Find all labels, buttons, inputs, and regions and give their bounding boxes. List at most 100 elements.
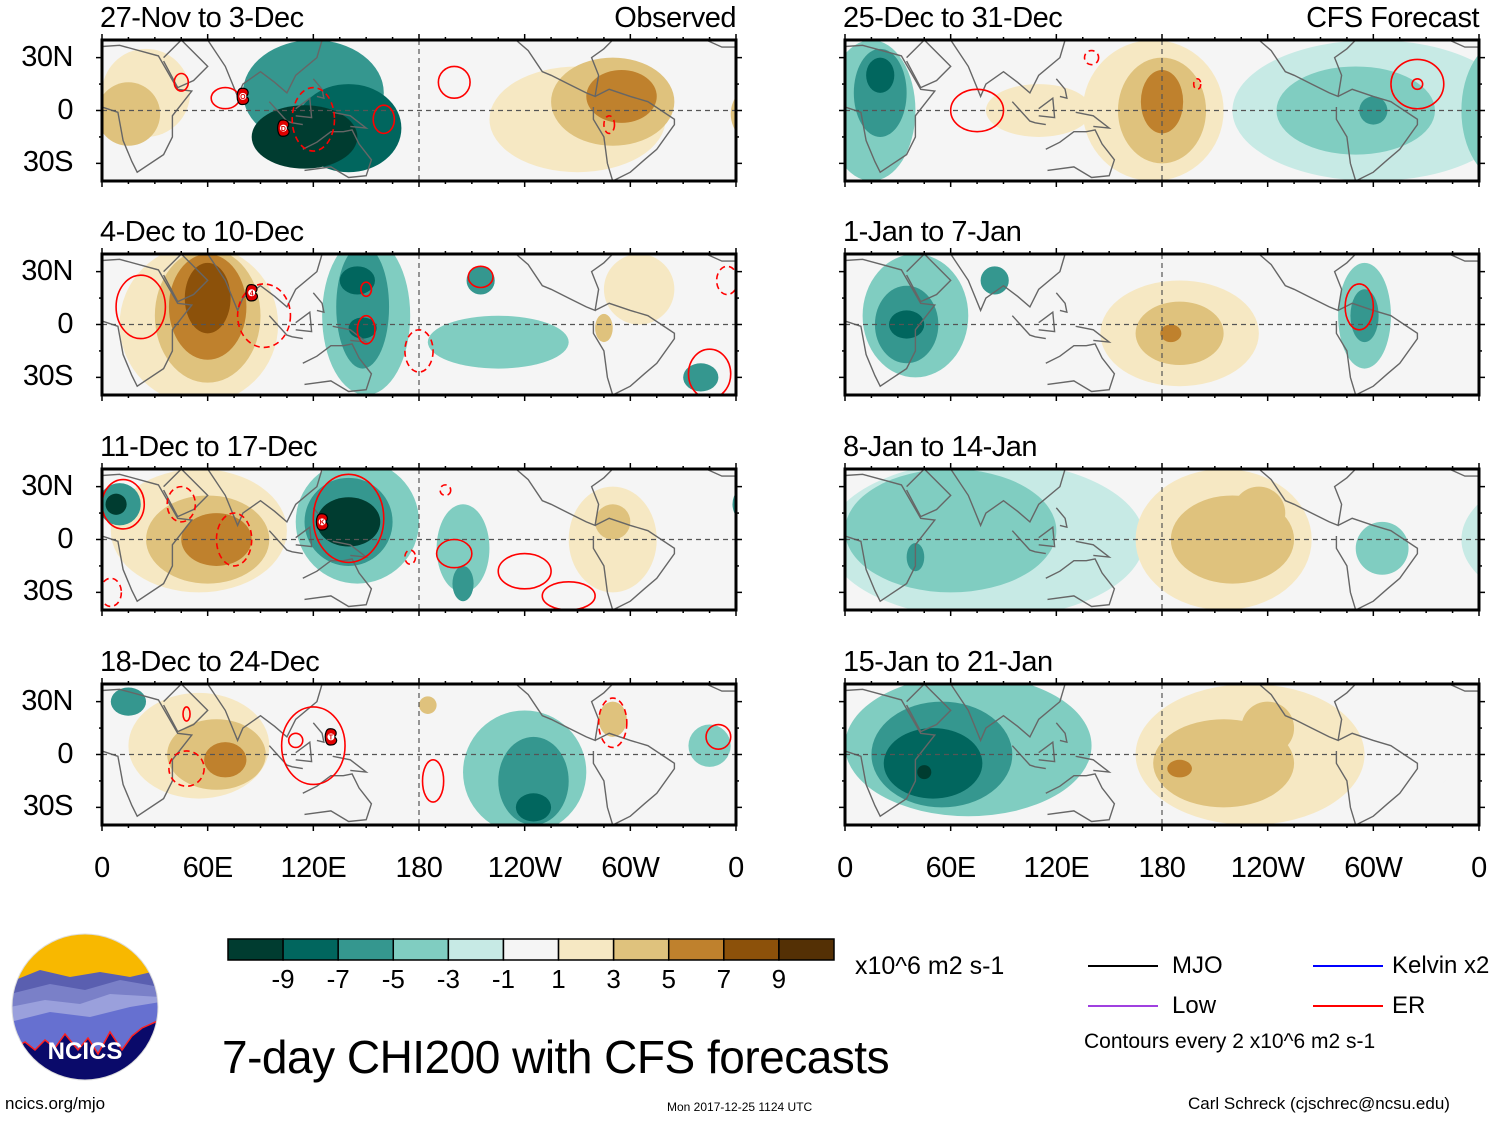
legend-label-kelvin: Kelvin x2	[1392, 952, 1490, 979]
coastline	[1055, 78, 1068, 100]
anomaly-region	[866, 57, 895, 93]
coastline	[905, 469, 952, 518]
panel-title: 8-Jan to 14-Jan	[843, 431, 1038, 463]
logo-text: NCICS	[48, 1038, 123, 1065]
er-contour	[1411, 77, 1424, 91]
tropical-cyclone-icon: D	[277, 119, 290, 137]
er-contour	[102, 577, 123, 608]
map-panel	[839, 248, 1485, 401]
coastline	[268, 101, 303, 126]
colorbar-swatch	[723, 938, 780, 961]
coastline	[705, 254, 736, 262]
anomaly-region	[1140, 69, 1184, 134]
er-contour	[312, 473, 385, 564]
er-contour	[1390, 58, 1445, 110]
coastline	[1045, 773, 1116, 823]
colorbar-swatch	[612, 938, 670, 961]
anomaly-region	[730, 96, 736, 132]
tropical-cyclone-icon: T	[324, 728, 338, 746]
anomaly-region	[452, 565, 474, 602]
er-contour	[102, 478, 146, 530]
coastline	[515, 254, 614, 312]
er-contour	[705, 723, 732, 751]
anomaly-region	[515, 793, 552, 822]
forecast-tag: CFS Forecast	[1306, 2, 1479, 34]
legend-label-er: ER	[1392, 992, 1426, 1019]
anomaly-region	[336, 254, 390, 369]
coastline	[1448, 254, 1479, 262]
er-contour	[541, 581, 596, 610]
lon-tick-label: 0	[1471, 852, 1487, 884]
coastline	[1011, 745, 1046, 770]
er-contour	[603, 114, 616, 135]
er-contour	[215, 512, 253, 567]
map-panel: 4	[96, 248, 742, 401]
panel-title: 18-Dec to 24-Dec	[100, 646, 320, 678]
coastline	[1335, 732, 1419, 825]
colorbar-swatch	[447, 938, 505, 961]
er-contour	[497, 552, 552, 590]
er-contour	[182, 706, 191, 722]
anomaly-region	[1350, 289, 1379, 343]
er-contour	[173, 72, 190, 92]
coastline	[592, 302, 676, 395]
coastline	[705, 684, 736, 692]
coastline	[163, 469, 349, 528]
er-contour	[115, 274, 167, 340]
colorbar-tick-label: 7	[716, 964, 732, 994]
panel-title: 1-Jan to 7-Jan	[843, 216, 1022, 248]
coastline	[906, 40, 1092, 99]
anomaly-region	[883, 728, 983, 799]
colorbar-tick-label: -1	[491, 964, 516, 994]
anomaly-region	[369, 105, 398, 134]
coastline	[1055, 507, 1068, 529]
coastline	[1258, 684, 1357, 742]
legend-line-kelvin	[1313, 965, 1383, 967]
legend-label-low: Low	[1172, 992, 1217, 1019]
coastline	[302, 129, 373, 179]
lat-tick-label: 30N	[21, 40, 73, 73]
coastline	[905, 254, 952, 303]
anomaly-region	[102, 82, 161, 146]
anomaly-region	[1160, 324, 1182, 343]
coastline	[515, 40, 614, 98]
storm-label: D	[281, 126, 286, 133]
anomaly-region	[1479, 469, 1510, 592]
coastline	[268, 745, 303, 770]
er-contour	[360, 281, 373, 298]
er-contour	[404, 549, 417, 565]
colorbar-tick-label: 3	[606, 964, 621, 994]
er-contour	[1344, 283, 1375, 331]
anomaly-region	[1500, 58, 1510, 93]
site-link[interactable]: ncics.org/mjo	[5, 1094, 106, 1113]
lon-tick-label: 60E	[182, 852, 234, 884]
anomaly-region	[740, 494, 761, 515]
panel-title: 25-Dec to 31-Dec	[843, 2, 1063, 34]
coastline	[906, 684, 1092, 743]
main-title: 7-day CHI200 with CFS forecasts	[222, 1031, 890, 1083]
tropical-cyclone-icon: O	[236, 87, 250, 106]
map-panel: K	[96, 463, 742, 616]
coastline	[515, 684, 614, 742]
er-contour	[236, 283, 292, 349]
legend-line-low	[1088, 1005, 1158, 1007]
map-panel	[839, 463, 1485, 616]
coastline	[162, 469, 209, 518]
lon-tick-label: 180	[395, 852, 443, 884]
coastline	[705, 40, 736, 48]
anomaly-region	[339, 266, 375, 295]
coastline	[1448, 684, 1479, 692]
lon-tick-label: 0	[94, 852, 110, 884]
lat-tick-label: 30S	[22, 790, 74, 823]
colorbar-swatch	[557, 938, 615, 961]
panel-title: 4-Dec to 10-Dec	[100, 216, 304, 248]
coastline	[1045, 558, 1116, 608]
coastline	[592, 732, 676, 825]
coastline	[295, 525, 313, 548]
coastline	[312, 78, 325, 100]
anomaly-region	[436, 504, 490, 593]
er-contour	[372, 104, 396, 135]
lat-tick-label: 30S	[22, 360, 74, 393]
coastline	[163, 684, 349, 743]
anomaly-region	[1497, 254, 1510, 377]
